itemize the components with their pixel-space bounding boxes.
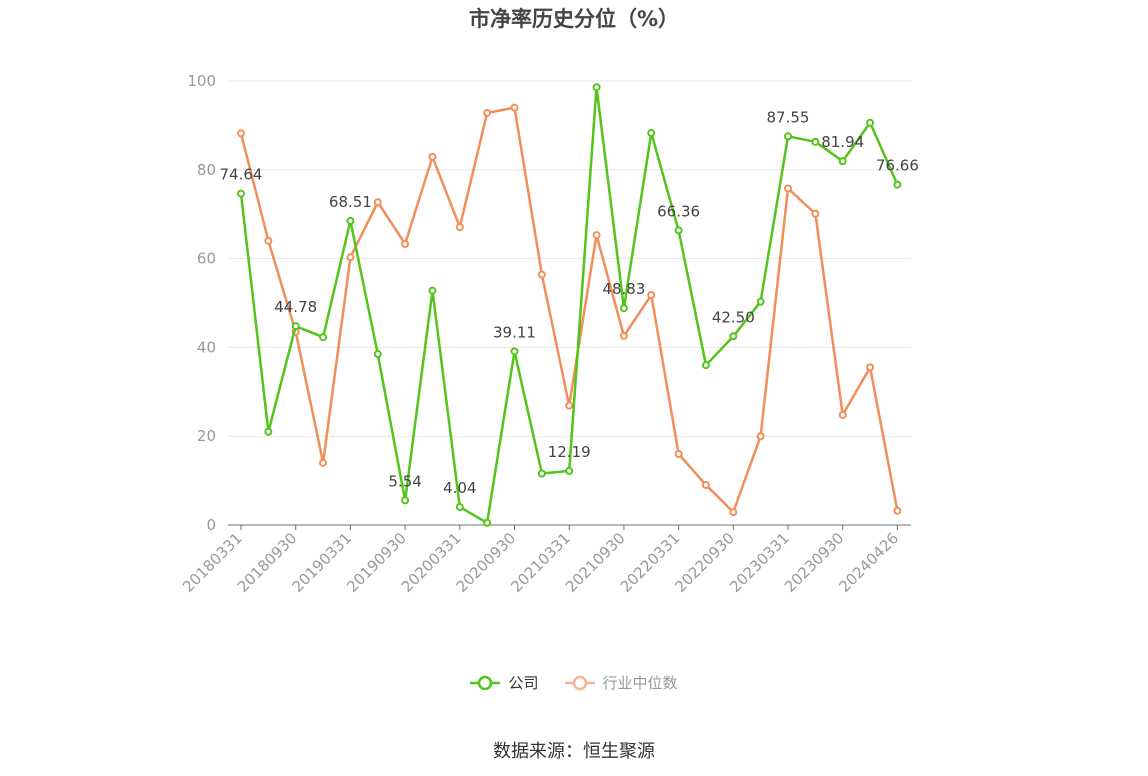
point-company-20201231 — [537, 469, 546, 478]
point-company-20220331 — [674, 226, 683, 235]
point-industry-20240426 — [893, 506, 902, 515]
series-company — [237, 83, 902, 527]
data-label-20210331: 12.19 — [548, 443, 591, 461]
chart-title: 市净率历史分位（%） — [468, 7, 680, 31]
legend-item-industry[interactable]: 行业中位数 — [564, 672, 678, 693]
point-company-20200331 — [455, 503, 464, 512]
y-tick-label-60: 60 — [197, 250, 216, 268]
point-company-20200630 — [483, 518, 492, 527]
series-industry — [237, 103, 902, 517]
point-industry-20220930 — [729, 508, 738, 517]
point-industry-20210331 — [565, 401, 574, 410]
point-company-20230331 — [784, 132, 792, 141]
point-company-20240426 — [893, 180, 902, 189]
series-layer — [237, 83, 902, 527]
point-industry-20190630 — [373, 198, 382, 207]
point-industry-20200930 — [510, 103, 519, 112]
data-label-20200331: 4.04 — [443, 479, 476, 497]
point-industry-20230630 — [811, 209, 820, 218]
legend-company-label: 公司 — [508, 674, 539, 692]
point-company-20231231 — [866, 118, 875, 127]
data-source: 数据来源：恒生聚源 — [493, 741, 655, 762]
point-company-20180630 — [264, 427, 273, 436]
y-tick-label-80: 80 — [197, 161, 216, 179]
data-label-20210930: 48.83 — [602, 280, 645, 298]
point-company-20221231 — [756, 297, 765, 306]
point-company-20230630 — [811, 137, 820, 146]
legend-industry-marker-icon — [564, 675, 595, 690]
point-industry-20220630 — [701, 481, 710, 490]
point-company-20190630 — [373, 350, 382, 359]
point-industry-20181231 — [319, 458, 328, 467]
x-axis: 2018033120180930201903312019093020200331… — [179, 524, 911, 596]
legend-industry-label: 行业中位数 — [602, 674, 678, 692]
data-label-20200930: 39.11 — [493, 323, 536, 341]
point-company-20210630 — [592, 83, 601, 92]
data-labels: 74.64 44.78 68.51 5.54 4.04 39.11 12.19 48.83 66… — [220, 108, 919, 497]
point-industry-20200331 — [455, 223, 464, 232]
point-industry-20201231 — [537, 270, 546, 279]
point-company-20220930 — [729, 332, 738, 341]
data-label-20240426: 76.66 — [876, 157, 919, 175]
legend-company-marker-icon — [470, 675, 501, 690]
data-label-20190331: 68.51 — [329, 193, 372, 211]
y-tick-label-20: 20 — [197, 427, 216, 445]
point-company-20210930 — [619, 304, 628, 313]
point-industry-20230930 — [838, 410, 847, 419]
point-company-20180930 — [291, 322, 300, 331]
point-company-20210331 — [565, 466, 574, 475]
point-industry-20211231 — [647, 291, 656, 300]
legend: 公司 行业中位数 — [0, 672, 1148, 693]
point-industry-20230331 — [784, 184, 792, 193]
data-label-20220331: 66.36 — [657, 202, 700, 220]
data-label-20220930: 42.50 — [712, 308, 755, 326]
point-industry-20210930 — [619, 331, 628, 340]
data-label-20230331: 87.55 — [767, 108, 810, 126]
point-industry-20180630 — [264, 236, 273, 245]
data-label-20180930: 44.78 — [274, 298, 317, 316]
point-industry-20180331 — [237, 129, 245, 138]
data-label-20180331: 74.64 — [220, 166, 263, 184]
data-label-20230930: 81.94 — [821, 133, 864, 151]
y-axis-ticks: 0 20 40 60 80 100 — [187, 72, 216, 534]
point-industry-20190331 — [346, 253, 355, 262]
point-company-20191231 — [428, 286, 437, 295]
point-company-20211231 — [647, 128, 656, 137]
point-industry-20200630 — [483, 108, 492, 117]
line-chart: 0 20 40 60 80 100 201803312018093020190331201… — [179, 72, 919, 596]
point-industry-20221231 — [756, 432, 765, 441]
point-industry-20191231 — [428, 152, 437, 161]
data-label-20190930: 5.54 — [388, 472, 421, 490]
grid-lines — [228, 80, 911, 437]
point-industry-20210630 — [592, 231, 601, 240]
x-tick-label-20240426: 20240426 — [836, 529, 903, 596]
point-company-20220630 — [701, 361, 710, 370]
legend-item-company[interactable]: 公司 — [470, 672, 539, 693]
y-tick-label-100: 100 — [187, 72, 216, 90]
point-industry-20220331 — [674, 449, 683, 458]
point-company-20181231 — [319, 333, 328, 342]
point-industry-20231231 — [866, 363, 875, 372]
point-company-20200930 — [510, 347, 519, 356]
point-industry-20190930 — [401, 239, 410, 248]
point-company-20180331 — [237, 189, 245, 198]
point-company-20190930 — [401, 496, 410, 505]
point-company-20190331 — [346, 216, 355, 225]
y-tick-label-0: 0 — [206, 516, 216, 534]
y-tick-label-40: 40 — [197, 338, 216, 356]
point-company-20230930 — [838, 157, 847, 166]
